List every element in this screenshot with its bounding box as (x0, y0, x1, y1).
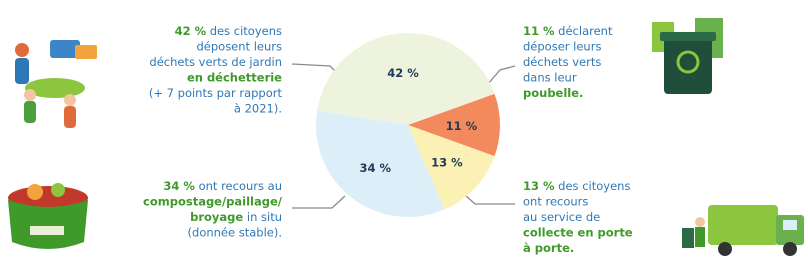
icon-bin (652, 18, 723, 94)
annotation-text: déchets verts de jardin (149, 55, 282, 69)
connector (488, 66, 515, 84)
annotation-line: (+ 7 points par rapport (149, 86, 283, 100)
annotation-line: déchets verts de jardin (149, 55, 282, 69)
slice-label: 11 % (446, 119, 478, 133)
annotation-text: au service de (523, 210, 600, 224)
annotation-text: déchets verts (523, 55, 601, 69)
slice-label: 13 % (431, 156, 463, 170)
annotation-text: 34 % (163, 179, 195, 193)
icon-truck (682, 205, 804, 256)
annotation-text: ont recours au (195, 179, 282, 193)
annotation-text: à porte. (523, 241, 574, 255)
annotation-text: (donnée stable). (188, 226, 282, 240)
annotation-text: 11 % (523, 24, 555, 38)
icon-people (15, 40, 97, 128)
annotation-text: compostage/paillage/ (143, 195, 283, 209)
annotation-text: dans leur (523, 71, 577, 85)
annotation-line: 34 % ont recours au (163, 179, 282, 193)
slice-label: 34 % (360, 161, 392, 175)
annotation-text: 42 % (175, 24, 207, 38)
annotation-line: déposent leurs (196, 40, 282, 54)
annotation-text: déclarent (555, 24, 613, 38)
annotation-line: déposer leurs (523, 40, 601, 54)
annotation-line: déchets verts (523, 55, 601, 69)
annotation-text: déposer leurs (523, 40, 601, 54)
annotation-text: in situ (243, 210, 282, 224)
annotation-text: déposent leurs (196, 40, 282, 54)
icon-compost (8, 183, 88, 249)
annotation-text: en déchetterie (187, 71, 282, 85)
annotation-line: à 2021). (234, 102, 282, 116)
annotation-text: poubelle. (523, 86, 583, 100)
annotation-text: à 2021). (234, 102, 282, 116)
annotation-line: en déchetterie (187, 71, 282, 85)
annotation-text: (+ 7 points par rapport (149, 86, 283, 100)
annotation-line: 11 % déclarent (523, 24, 613, 38)
annotation-line: (donnée stable). (188, 226, 282, 240)
annotation-text: broyage (190, 210, 243, 224)
annotation-text: ont recours (523, 195, 588, 209)
annotation-text: 13 % (523, 179, 555, 193)
annotation-text: collecte en porte (523, 226, 633, 240)
infographic: 42 % 11 % 13 % 34 % 42 % des citoyens déposen… (0, 0, 808, 271)
annotation-text: des citoyens (206, 24, 282, 38)
annotation-line: ont recours (523, 195, 588, 209)
connector (292, 196, 345, 208)
annotation-text: des citoyens (555, 179, 631, 193)
annotation-line: broyage in situ (190, 210, 282, 224)
annotation-line: 13 % des citoyens (523, 179, 630, 193)
annotation-line: 42 % des citoyens (175, 24, 282, 38)
annotation-line: compostage/paillage/ (143, 195, 283, 209)
annotation-line: à porte. (523, 241, 574, 255)
annotation-line: au service de (523, 210, 600, 224)
annotation-line: dans leur (523, 71, 577, 85)
annotation-line: collecte en porte (523, 226, 633, 240)
slice-label: 42 % (387, 66, 419, 80)
annotation-line: poubelle. (523, 86, 583, 100)
